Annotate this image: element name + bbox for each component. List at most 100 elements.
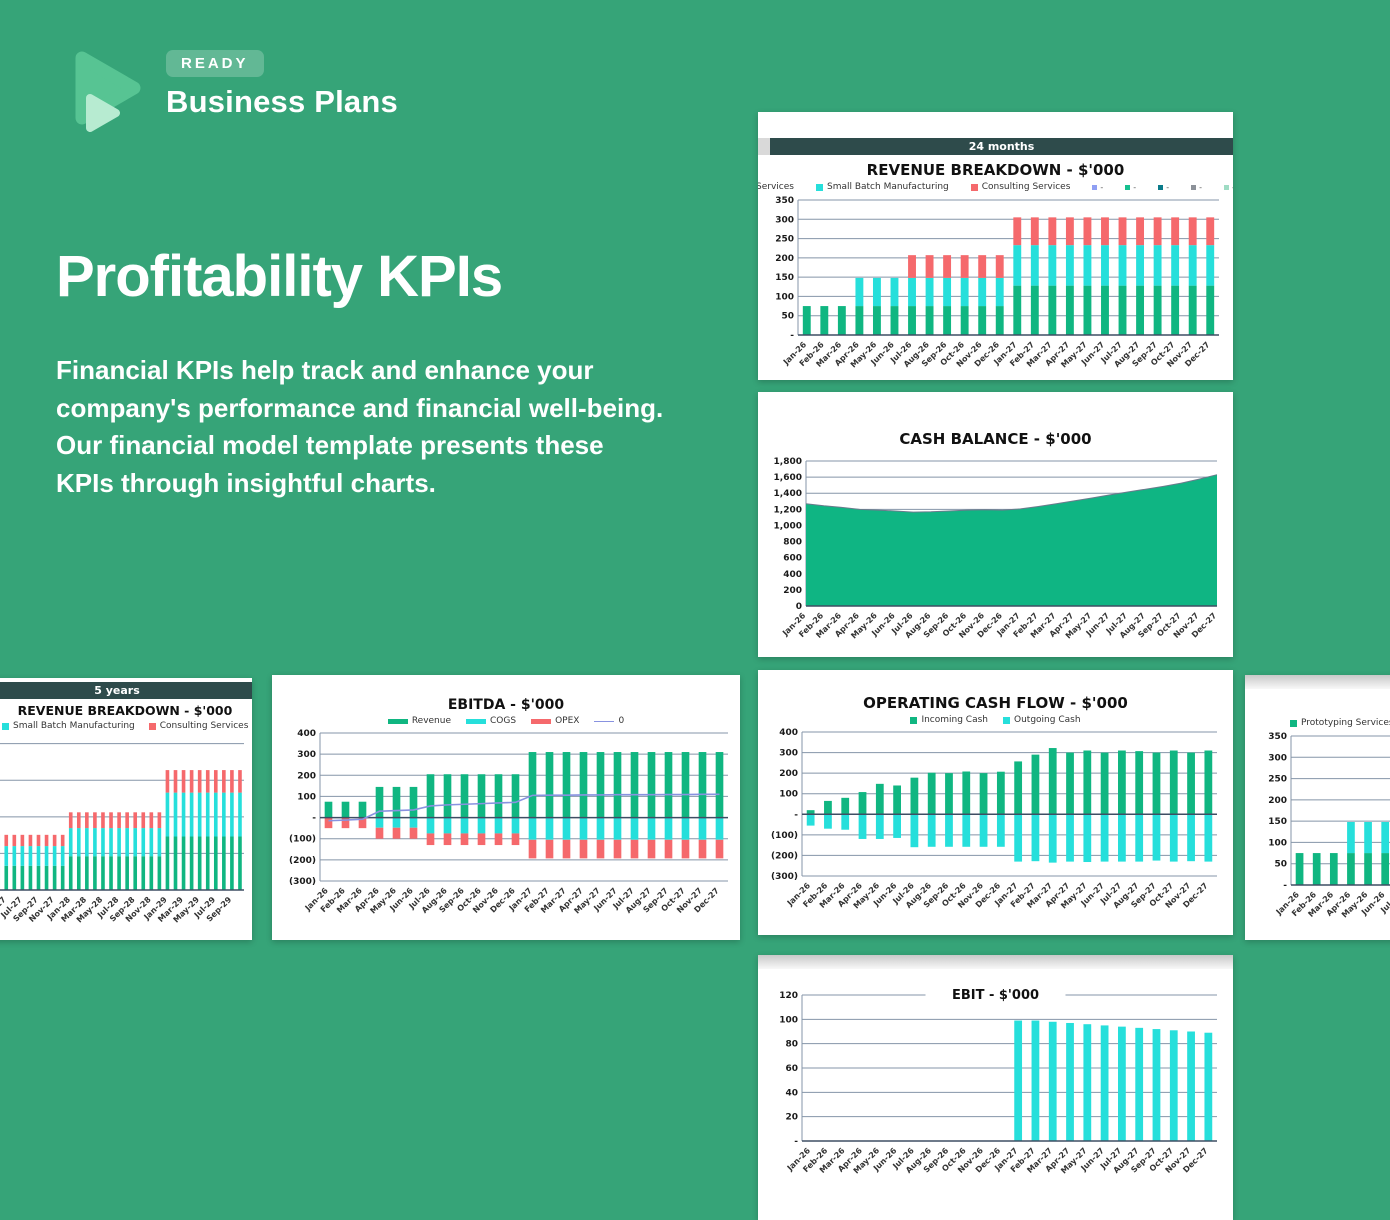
legend-label: Prototyping Services [1301,718,1390,728]
period-tab: 24 months [758,138,1233,155]
card-top-bevel [758,955,1233,969]
legend-swatch [1092,185,1097,190]
legend-swatch [531,719,551,724]
chart-svg: 35030025020015010050-Jan-26Feb-26Mar-26A… [766,195,1225,381]
svg-text:EBIT - $'000: EBIT - $'000 [952,988,1039,1003]
legend-swatch [816,184,823,191]
chart-svg: 12010080604020-Jan-26Feb-26Mar-26Apr-26M… [766,985,1225,1185]
tab-notch [758,138,770,155]
ready-badge: READY [166,50,264,77]
svg-text:200: 200 [779,769,798,779]
svg-text:20: 20 [785,1113,798,1123]
legend-item: OPEX [531,716,579,726]
svg-text:150: 150 [1268,817,1287,827]
svg-text:300: 300 [297,750,316,760]
chart-legend: Incoming Cash Outgoing Cash [758,712,1233,728]
legend-item: Consulting Services [149,721,249,731]
svg-text:100: 100 [1268,838,1287,848]
svg-text:(100): (100) [289,835,316,845]
chart-title: REVENUE BREAKDOWN - $'000 [0,703,252,718]
period-tab-label: 24 months [770,138,1233,155]
legend-swatch [388,719,408,724]
legend-label: Incoming Cash [921,715,988,725]
legend-label: Small Batch Manufacturing [13,721,135,731]
legend-swatch [1224,185,1229,190]
chart-legend: Prototyping Services Small Batch Manufact… [758,179,1233,195]
legend-swatch [971,184,978,191]
legend-item-unnamed: - [1191,183,1202,192]
svg-text:-: - [794,810,798,820]
legend-item: Consulting Services [971,182,1071,192]
legend-label: Small Batch Manufacturing [827,182,949,192]
svg-text:(300): (300) [771,872,798,882]
legend-swatch [1003,717,1010,724]
card-top-bevel [1245,675,1390,689]
legend-swatch [149,723,156,730]
legend-label: 0 [618,716,624,726]
svg-text:1,400: 1,400 [774,489,802,499]
legend-item-unnamed: - [1125,183,1136,192]
legend-swatch [466,719,486,724]
svg-text:-: - [794,1137,798,1147]
legend-label: Outgoing Cash [1014,715,1081,725]
legend-item: Small Batch Manufacturing [816,182,949,192]
svg-text:600: 600 [783,554,802,564]
brand-name: Business Plans [166,84,398,120]
svg-text:(300): (300) [289,877,316,887]
legend-label: Revenue [412,716,451,726]
legend-item: COGS [466,716,516,726]
svg-text:200: 200 [783,586,802,596]
svg-text:400: 400 [779,728,798,738]
svg-text:300: 300 [1268,753,1287,763]
svg-text:120: 120 [779,991,798,1001]
chart-svg: Jan-27Mar-27May-27Jul-27Sep-27Nov-27Jan-… [0,734,252,934]
legend-item-unnamed: - [1158,183,1169,192]
legend-swatch [1125,185,1130,190]
legend-swatch [594,721,614,722]
svg-text:100: 100 [297,792,316,802]
svg-text:300: 300 [775,215,794,225]
svg-text:100: 100 [779,790,798,800]
chart-legend: Small Batch Manufacturing Consulting Serv… [0,718,252,734]
legend-label: COGS [490,716,516,726]
chart-svg: 35030025020015010050-Jan-26Feb-26Mar-26A… [1251,731,1390,931]
svg-text:(200): (200) [289,856,316,866]
page-title: Profitability KPIs [56,243,502,310]
svg-text:400: 400 [297,729,316,739]
chart-title: OPERATING CASH FLOW - $'000 [758,694,1233,712]
legend-label: Consulting Services [160,721,249,731]
svg-text:(100): (100) [771,831,798,841]
play-logo-icon [74,50,144,132]
svg-text:250: 250 [1268,775,1287,785]
operating-cash-flow-card: OPERATING CASH FLOW - $'000 Incoming Cas… [758,670,1233,935]
svg-text:200: 200 [775,254,794,264]
revenue-breakdown-24m-card: 24 months REVENUE BREAKDOWN - $'000 Prot… [758,112,1233,380]
legend-item: Prototyping Services [758,182,794,192]
legend-item-unnamed: - [1092,183,1103,192]
svg-text:1,000: 1,000 [774,521,802,531]
legend-label: OPEX [555,716,579,726]
svg-text:50: 50 [1274,860,1287,870]
svg-text:50: 50 [781,312,794,322]
chart-svg: 400300200100-(100)(200)(300)Jan-26Feb-26… [284,729,736,925]
legend-swatch [1290,720,1297,727]
svg-text:1,200: 1,200 [774,505,802,515]
chart-svg: 1,8001,6001,4001,2001,0008006004002000Ja… [766,456,1225,652]
svg-text:150: 150 [775,273,794,283]
svg-text:100: 100 [779,1015,798,1025]
legend-label: Prototyping Services [758,182,794,192]
legend-label: Consulting Services [982,182,1071,192]
svg-text:80: 80 [785,1040,798,1050]
svg-text:(200): (200) [771,851,798,861]
chart-title: REVENUE BREAKDOWN - $'000 [758,161,1233,179]
svg-text:400: 400 [783,570,802,580]
svg-text:40: 40 [785,1088,798,1098]
revenue-5y-chart: Jan-27Mar-27May-27Jul-27Sep-27Nov-27Jan-… [0,734,252,934]
